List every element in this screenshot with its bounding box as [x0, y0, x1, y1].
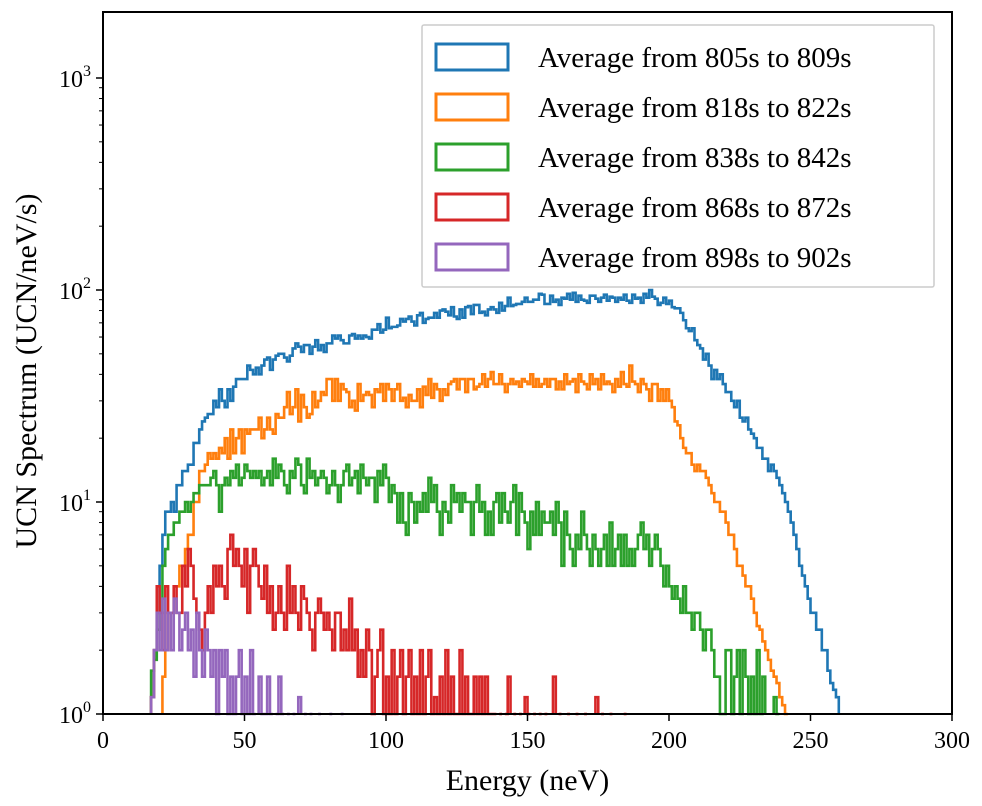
- x-tick-label: 150: [510, 728, 546, 754]
- x-tick-label: 250: [793, 728, 829, 754]
- x-tick-label: 200: [651, 728, 687, 754]
- y-tick-label: 103: [59, 63, 91, 93]
- legend-label-4: Average from 868s to 872s: [538, 192, 852, 224]
- legend-swatch-2: [434, 92, 510, 122]
- legend-swatch-1: [434, 42, 510, 72]
- axis-ticks: 0 50 100 150 200 250 300 100 101 102 103: [59, 63, 970, 754]
- series-3-histogram-step: [149, 457, 767, 716]
- series-2: [161, 364, 788, 716]
- legend-label-2: Average from 818s to 822s: [538, 92, 852, 124]
- y-tick-label: 101: [59, 487, 91, 517]
- x-tick-label: 0: [97, 728, 109, 754]
- legend-box: [421, 24, 935, 288]
- y-tick-label: 102: [59, 275, 91, 305]
- legend-label-1: Average from 805s to 809s: [538, 42, 852, 74]
- series-4-histogram-step: [594, 695, 600, 714]
- y-axis-title: UCN Spectrum (UCN/neV/s): [10, 194, 43, 549]
- series-1-histogram-step: [149, 288, 841, 714]
- series-1: [149, 288, 841, 714]
- series-4-histogram-step: [551, 675, 558, 714]
- series-5-histogram-step: [149, 597, 256, 716]
- legend-label-3: Average from 838s to 842s: [538, 142, 852, 174]
- x-tick-label: 50: [233, 728, 257, 754]
- plot-frame: [102, 11, 953, 715]
- legend-label-5: Average from 898s to 902s: [538, 242, 852, 274]
- legend-swatch-4: [434, 192, 510, 222]
- legend: Average from 805s to 809s Average from 81…: [421, 24, 935, 288]
- series-5-histogram-step: [296, 695, 303, 714]
- series-4-histogram-step: [149, 533, 497, 716]
- x-axis-title: Energy (neV): [446, 764, 610, 797]
- x-tick-label: 300: [934, 728, 970, 754]
- x-tick-label: 100: [368, 728, 404, 754]
- series-2-histogram-step: [161, 364, 788, 716]
- legend-swatch-3: [434, 142, 510, 172]
- legend-swatch-5: [434, 242, 510, 272]
- y-tick-label: 100: [59, 699, 91, 729]
